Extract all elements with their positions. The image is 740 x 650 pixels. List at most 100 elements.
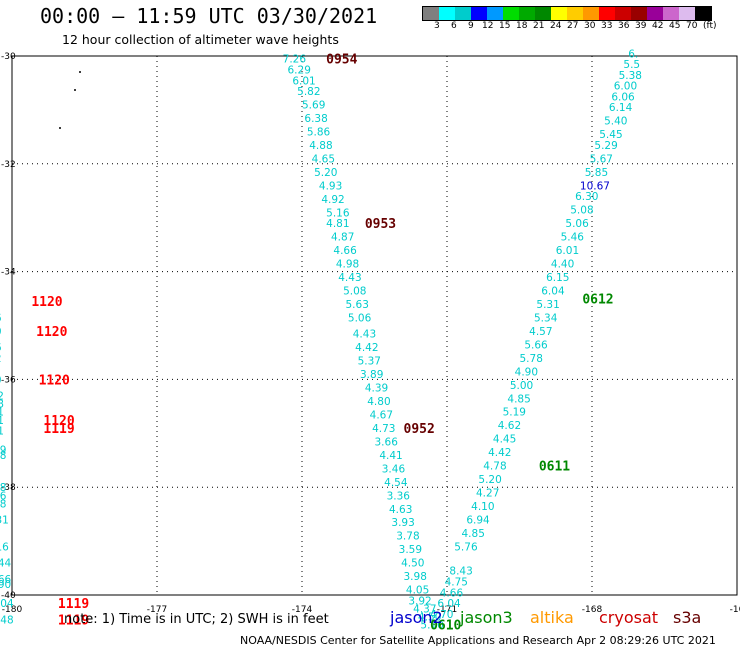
wave-height-label: 5.08 xyxy=(343,285,366,297)
wave-height-label: 5.78 xyxy=(520,353,543,365)
wave-height-label: 5.5 xyxy=(623,59,640,71)
footnote: note: 1) Time is in UTC; 2) SWH is in fe… xyxy=(64,612,329,627)
y-tick-label: -36 xyxy=(1,375,16,385)
wave-height-label: 4.41 xyxy=(379,450,402,462)
wave-height-label: 5.16 xyxy=(326,207,350,219)
wave-height-label: 4.75 xyxy=(445,577,468,589)
legend-swatch xyxy=(599,7,615,20)
wave-height-label: 6.06 xyxy=(611,91,635,103)
wave-height-label: 6.14 xyxy=(609,102,633,114)
wave-height-label: 5.67 xyxy=(590,153,613,165)
legend-swatch xyxy=(663,7,679,20)
pass-time-label: 0953 xyxy=(365,217,396,232)
wave-height-label: 3.93 xyxy=(391,517,414,529)
wave-height-label: 6.94 xyxy=(466,515,490,527)
legend-swatch xyxy=(487,7,503,20)
legend-swatch xyxy=(695,7,711,20)
wave-height-label: 5.63 xyxy=(346,299,369,311)
x-tick-label: -16 xyxy=(730,605,740,615)
legend-swatch xyxy=(679,7,695,20)
wave-height-label: 4.76 xyxy=(0,312,2,324)
wave-height-label: 4.43 xyxy=(338,272,361,284)
x-tick-label: -180 xyxy=(2,605,23,615)
legend-label: 24 xyxy=(550,21,562,31)
color-legend-bar xyxy=(422,6,712,21)
wave-height-label: 5.85 xyxy=(585,167,608,179)
wave-height-label: 5.69 xyxy=(0,444,6,456)
wave-height-label: 4.85 xyxy=(462,528,485,540)
legend-label: 3 xyxy=(434,21,440,31)
wave-height-label: 4.70 xyxy=(0,326,2,338)
x-tick-label: -168 xyxy=(582,605,603,615)
page-title: 00:00 – 11:59 UTC 03/30/2021 xyxy=(40,4,378,28)
wave-height-label: 5.48 xyxy=(0,614,14,626)
wave-height-label: 4.42 xyxy=(488,447,511,459)
wave-height-label: 3.36 xyxy=(387,490,411,502)
legend-swatch xyxy=(455,7,471,20)
page-subtitle: 12 hour collection of altimeter wave hei… xyxy=(62,32,339,47)
legend-swatch xyxy=(503,7,519,20)
wave-height-label: 4.62 xyxy=(498,420,521,432)
wave-height-label: 6.30 xyxy=(575,191,598,203)
legend-label: 21 xyxy=(533,21,545,31)
x-tick-label: -174 xyxy=(292,605,313,615)
wave-height-label: 5.16 xyxy=(0,541,9,553)
land-speck xyxy=(74,89,76,91)
wave-height-label: 4.57 xyxy=(529,326,552,338)
legend-label: 42 xyxy=(652,21,664,31)
wave-height-label: 3.89 xyxy=(360,369,383,381)
wave-height-label: 6.38 xyxy=(304,113,327,125)
y-tick-label: -32 xyxy=(1,160,16,170)
wave-height-label: 4.90 xyxy=(515,366,538,378)
legend-swatch xyxy=(519,7,535,20)
wave-height-label: 7.26 xyxy=(283,54,307,66)
pass-time-label: 0954 xyxy=(326,53,357,68)
wave-height-label: 5.82 xyxy=(297,86,320,98)
plot-frame xyxy=(11,55,738,596)
wave-height-label: 6.01 xyxy=(556,245,579,257)
pass-time-label: 1120 xyxy=(31,295,62,310)
wave-height-label: 5.28 xyxy=(0,399,4,411)
legend-label: 33 xyxy=(601,21,613,31)
legend-swatch xyxy=(471,7,487,20)
pass-time-label: 0952 xyxy=(404,422,435,437)
wave-height-label: 4.65 xyxy=(312,153,335,165)
satellite-jason2: jason2 xyxy=(390,608,443,627)
y-tick-label: -34 xyxy=(1,268,16,278)
wave-height-label: 5.38 xyxy=(0,482,6,494)
pass-time-label: 1120 xyxy=(43,414,74,429)
wave-height-label: 5.22 xyxy=(0,391,4,403)
wave-height-label: 4.85 xyxy=(507,393,530,405)
wave-height-label: 6.04 xyxy=(541,285,565,297)
wave-height-label: 4.32 xyxy=(0,353,2,365)
wave-height-label: 4.92 xyxy=(321,194,344,206)
y-tick-label: -30 xyxy=(1,52,16,62)
wave-height-label: 4.78 xyxy=(483,461,506,473)
legend-label: 30 xyxy=(584,21,596,31)
wave-height-label: 4.43 xyxy=(353,329,376,341)
wave-height-label: 4.10 xyxy=(471,501,494,513)
wave-height-label: 6. xyxy=(628,48,638,60)
wave-height-label: 6.04 xyxy=(437,598,461,610)
wave-height-label: 4.27 xyxy=(476,488,499,500)
wave-height-label: 5.29 xyxy=(594,140,617,152)
legend-label: 18 xyxy=(516,21,528,31)
wave-height-label: 6.29 xyxy=(288,64,311,76)
wave-height-label: 3.98 xyxy=(404,571,427,583)
y-tick-label: -40 xyxy=(1,591,16,601)
wave-height-label: 5.38 xyxy=(619,70,642,82)
wave-height-label: 5.46 xyxy=(561,232,585,244)
pass-time-label: 1119 xyxy=(43,422,74,437)
pass-time-label: 1120 xyxy=(36,325,67,340)
land-speck xyxy=(79,71,81,73)
wave-height-label: 3.78 xyxy=(396,531,419,543)
wave-height-label: 4.96 xyxy=(0,342,2,354)
wave-height-label: 6.01 xyxy=(292,75,315,87)
wave-height-label: 5.51 xyxy=(0,407,4,419)
wave-height-label: 5.00 xyxy=(510,380,533,392)
wave-height-label: 4.68 xyxy=(0,450,6,462)
legend-label: 39 xyxy=(635,21,647,31)
legend-label: 9 xyxy=(468,21,474,31)
legend-swatch xyxy=(535,7,551,20)
wave-height-label: 5.36 xyxy=(0,490,7,502)
